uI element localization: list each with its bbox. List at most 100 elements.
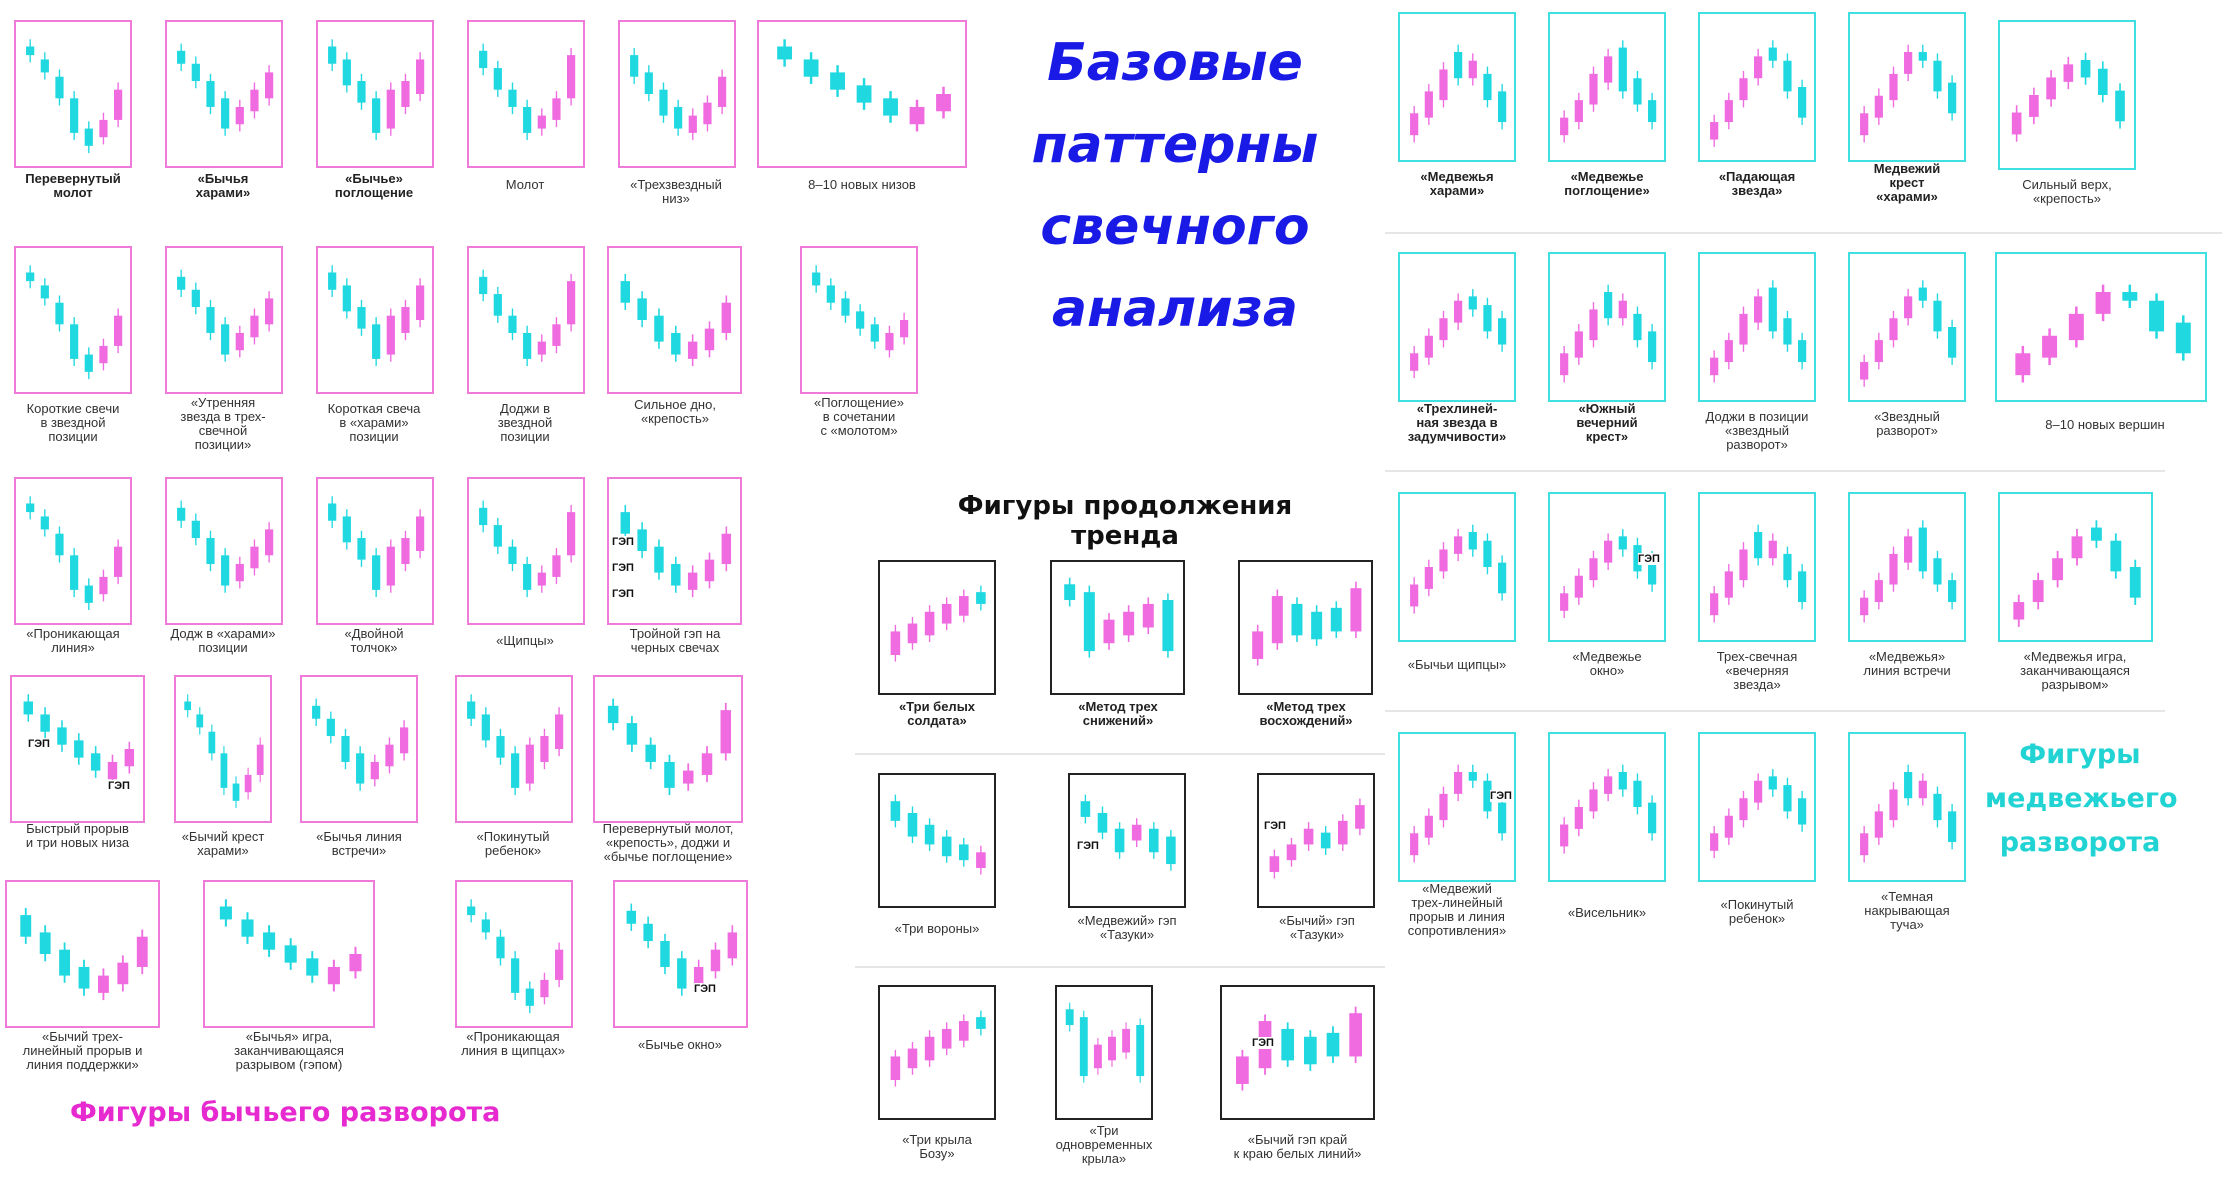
cyan-candle [196,714,204,728]
pink-candle [2046,77,2056,100]
pink-candle [265,72,274,99]
cyan-candle [328,503,337,521]
pink-candle [907,623,918,644]
continuation-pattern-label: «Медвежий» гэп «Тазуки» [1077,913,1177,942]
cyan-candle [1768,287,1777,332]
pink-candle [99,345,108,364]
candlestick-chart [328,39,425,141]
candlestick-chart [1710,40,1807,147]
pink-candle [540,979,549,998]
bullish-pattern-tile [607,477,742,625]
pink-candle [386,546,395,586]
pink-candle [727,932,738,959]
pink-candle [704,328,715,351]
cyan-candle [496,936,505,959]
pink-candle [552,98,561,120]
gap-label: ГЭП [1077,840,1099,852]
pink-candle [885,332,894,351]
cyan-candle [1948,327,1957,358]
candlestick-chart [890,585,986,662]
bullish-pattern-label: Короткая свеча в «харами» позиции [327,401,421,444]
cyan-candle [1918,527,1927,572]
pink-candle [235,106,244,125]
cyan-candle [1162,599,1174,652]
continuation-pattern-tile [1257,773,1375,908]
cyan-candle [1498,562,1507,594]
pink-candle [1123,611,1135,636]
pink-candle [1754,296,1763,323]
cyan-candle [1633,780,1642,807]
bullish-pattern-label: Короткие свечи в звездной позиции [26,401,120,444]
cyan-candle [1933,300,1942,332]
bullish-pattern-label: Доджи в звездной позиции [497,401,553,444]
pink-candle [2029,95,2039,117]
bearish-pattern-tile [1398,252,1516,402]
cyan-candle [508,546,517,564]
pink-candle [416,59,425,94]
cyan-candle [1064,584,1076,600]
pink-candle [701,753,713,775]
cyan-candle [907,812,918,837]
pink-candle [567,55,576,99]
cyan-candle [90,753,101,771]
pink-candle [1269,856,1280,872]
pink-candle [976,852,986,869]
candlestick-chart [177,500,274,593]
pink-candle [235,563,244,582]
pink-candle [1589,558,1598,581]
pink-candle [687,341,698,359]
pink-candle [235,332,244,351]
cyan-candle [70,555,79,590]
bearish-pattern-label: «Медвежья» линия встречи [1863,649,1951,678]
cyan-candle [1798,87,1807,118]
bullish-pattern-tile [316,477,434,625]
pink-candle [1874,95,1883,118]
bullish-pattern-label: «Бычье окно» [637,1037,723,1052]
bearish-pattern-label: «Трехлиней- ная звезда в задумчивости» [1407,401,1507,444]
pink-candle [710,949,721,972]
pink-candle [1560,824,1569,847]
gap-label: ГЭП [694,983,716,995]
cyan-candle [70,98,79,133]
pink-candle [401,538,410,564]
pink-candle [703,102,712,125]
pink-candle [1904,536,1913,563]
cyan-candle [241,919,254,937]
continuation-pattern-label: «Метод трех снижений» [1078,699,1158,728]
pink-candle [1889,73,1898,101]
cyan-candle [643,923,653,942]
cyan-candle [2175,322,2191,354]
cyan-candle [841,298,850,316]
cyan-candle [659,89,668,116]
cyan-candle [221,98,230,129]
gap-label: ГЭП [612,562,634,574]
pink-candle [1754,56,1763,79]
cyan-candle [1483,780,1492,812]
cyan-candle [191,63,200,82]
continuation-pattern-tile [1068,773,1186,908]
bearish-pattern-tile [1398,732,1516,882]
bullish-pattern-tile [165,246,283,394]
candlestick-chart [26,496,123,611]
pink-candle [1724,340,1733,363]
cyan-candle [191,289,200,308]
cyan-candle [1498,91,1507,123]
candlestick-chart [1065,1002,1145,1083]
cyan-candle [890,801,901,821]
cyan-candle [356,753,365,784]
pink-candle [1604,540,1613,563]
bullish-pattern-tile [300,675,418,823]
cyan-candle [20,915,32,937]
cyan-candle [1618,536,1627,550]
bullish-pattern-tile [467,477,585,625]
pink-candle [1574,575,1583,598]
bullish-pattern-label: «Бычья харами» [195,171,251,200]
cyan-candle [671,563,681,586]
candlestick-chart [467,899,564,1014]
cyan-candle [55,302,64,325]
pink-candle [1904,51,1913,74]
continuation-pattern-label: «Три белых солдата» [898,699,976,728]
cyan-candle [74,740,84,758]
bullish-pattern-tile [165,20,283,168]
pink-candle [1589,789,1598,812]
